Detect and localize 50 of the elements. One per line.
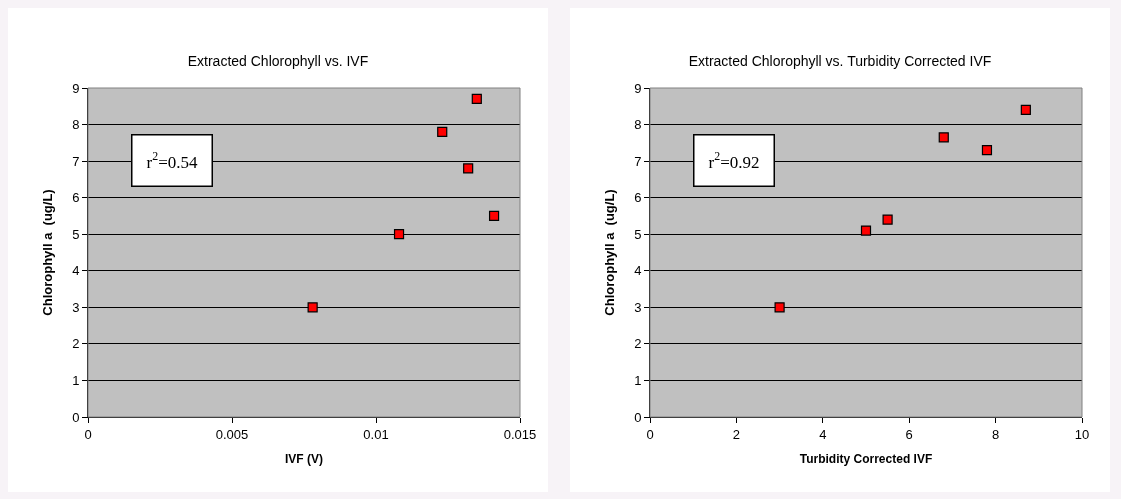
chart-title: Extracted Chlorophyll vs. IVF xyxy=(187,53,369,70)
y-tick-label: 4 xyxy=(72,263,80,279)
point xyxy=(882,214,893,225)
chart-title: Extracted Chlorophyll vs. Turbidity Corrected IVF xyxy=(688,53,992,70)
y-tick-label: 2 xyxy=(634,336,642,352)
y-axis-title: Chlorophyll a (ug/L) xyxy=(602,189,617,316)
y-tick-label: 1 xyxy=(72,372,80,388)
point xyxy=(981,145,993,156)
point xyxy=(774,302,785,313)
y-tick-label: 8 xyxy=(634,117,642,133)
annotation: r$^{2}$=0.92 xyxy=(708,149,760,172)
y-tick-label: 0 xyxy=(72,409,80,425)
point xyxy=(1020,104,1031,116)
y-tick-label: 2 xyxy=(72,336,80,352)
x-tick-label: 0 xyxy=(84,426,92,442)
x-tick-label: 0 xyxy=(646,426,654,442)
y-tick-label: 7 xyxy=(634,153,642,169)
y-tick-label: 6 xyxy=(634,190,642,206)
y-tick-label: 8 xyxy=(72,117,80,133)
y-tick-label: 5 xyxy=(72,226,80,242)
point xyxy=(471,93,482,105)
x-tick-label: 2 xyxy=(732,426,741,442)
x-tick-label: 0.01 xyxy=(363,426,389,442)
point xyxy=(393,229,405,240)
x-axis-title: Turbidity Corrected IVF xyxy=(799,452,933,466)
y-tick-label: 9 xyxy=(72,80,80,96)
y-tick-label: 4 xyxy=(634,263,642,279)
annotation: r$^{2}$=0.54 xyxy=(146,149,198,172)
y-tick-label: 9 xyxy=(634,80,642,96)
y-axis-title: Chlorophyll a (ug/L) xyxy=(40,189,55,316)
y-tick-label: 6 xyxy=(72,190,80,206)
x-tick-label: 10 xyxy=(1074,426,1090,442)
y-tick-label: 3 xyxy=(72,299,80,315)
y-tick-label: 5 xyxy=(634,226,642,242)
x-tick-label: 4 xyxy=(819,426,827,442)
y-tick-label: 1 xyxy=(634,372,642,388)
point xyxy=(938,132,949,143)
x-tick-label: 0.005 xyxy=(215,426,249,442)
point xyxy=(307,302,318,313)
x-tick-label: 6 xyxy=(905,426,913,442)
x-axis-title: IVF (V) xyxy=(285,452,323,466)
y-tick-label: 3 xyxy=(634,299,642,315)
point xyxy=(860,225,872,236)
point xyxy=(463,163,474,174)
point xyxy=(437,126,448,137)
y-tick-label: 7 xyxy=(72,153,80,169)
point xyxy=(488,210,500,222)
x-tick-label: 8 xyxy=(991,426,1000,442)
x-tick-label: 0.015 xyxy=(503,426,537,442)
y-tick-label: 0 xyxy=(634,409,642,425)
